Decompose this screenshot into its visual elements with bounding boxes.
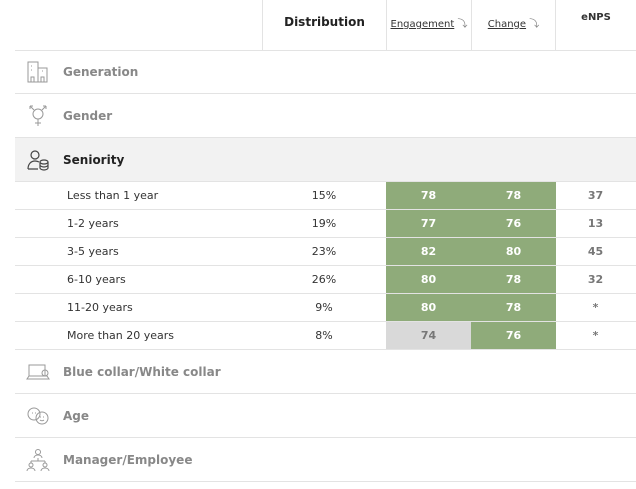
category-row-seniority[interactable]: Seniority: [15, 138, 636, 182]
change-cell: 78: [471, 294, 556, 321]
faces-icon: [25, 403, 51, 429]
distribution-cell: 15%: [311, 189, 337, 202]
row-label: Less than 1 year: [67, 189, 159, 202]
enps-cell: 13: [587, 217, 604, 230]
table-row: More than 20 years 8% 74 76 *: [15, 322, 636, 350]
enps-cell: 45: [587, 245, 604, 258]
sort-down-arrow-icon: ⤵: [457, 19, 468, 30]
category-row-age[interactable]: Age: [15, 394, 636, 438]
table-row: 1-2 years 19% 77 76 13: [15, 210, 636, 238]
row-label: 1-2 years: [67, 217, 119, 230]
engagement-cell: 77: [386, 210, 471, 237]
engagement-cell: 78: [386, 182, 471, 209]
engagement-cell: 74: [386, 322, 471, 349]
engagement-cell: 80: [386, 266, 471, 293]
table-row: 6-10 years 26% 80 78 32: [15, 266, 636, 294]
category-row-blue-collar-white-collar[interactable]: Blue collar/White collar: [15, 350, 636, 394]
table-row: 11-20 years 9% 80 78 *: [15, 294, 636, 322]
enps-header-label: eNPS: [581, 12, 611, 23]
category-row-manager-employee[interactable]: Manager/Employee: [15, 438, 636, 482]
distribution-cell: 23%: [311, 245, 337, 258]
org-chart-icon: [25, 447, 51, 473]
laptop-icon: [25, 359, 51, 385]
category-label: Age: [63, 408, 90, 423]
engagement-sort-button[interactable]: Engagement ⤵: [386, 0, 471, 50]
sort-down-arrow-icon: ⤵: [529, 19, 540, 30]
engagement-header-label: Engagement: [390, 19, 455, 30]
engagement-cell: 82: [386, 238, 471, 265]
change-sort-button[interactable]: Change ⤵: [471, 0, 555, 50]
row-label: More than 20 years: [67, 329, 175, 342]
person-coins-icon: [25, 147, 51, 173]
change-cell: 78: [471, 266, 556, 293]
category-label: Gender: [63, 108, 113, 123]
change-cell: 78: [471, 182, 556, 209]
table-row: Less than 1 year 15% 78 78 37: [15, 182, 636, 210]
gender-icon: [25, 103, 51, 129]
category-row-gender[interactable]: Gender: [15, 94, 636, 138]
enps-cell: 32: [587, 273, 604, 286]
distribution-cell: 19%: [311, 217, 337, 230]
enps-cell: 37: [587, 189, 604, 202]
distribution-header-label: Distribution: [284, 15, 365, 29]
distribution-header: Distribution: [262, 0, 386, 50]
row-label: 11-20 years: [67, 301, 133, 314]
change-cell: 76: [471, 210, 556, 237]
table-row: 3-5 years 23% 82 80 45: [15, 238, 636, 266]
table-header: Distribution Engagement ⤵ Change ⤵ eNPS: [15, 0, 636, 51]
category-label: Seniority: [63, 152, 125, 167]
change-cell: 76: [471, 322, 556, 349]
enps-cell: *: [592, 329, 599, 342]
row-label: 3-5 years: [67, 245, 119, 258]
category-label: Generation: [63, 64, 139, 79]
enps-header: eNPS: [555, 0, 636, 50]
buildings-icon: [25, 59, 51, 85]
category-label: Manager/Employee: [63, 452, 193, 467]
distribution-cell: 9%: [315, 301, 333, 314]
category-label: Blue collar/White collar: [63, 364, 221, 379]
distribution-cell: 26%: [311, 273, 337, 286]
change-header-label: Change: [487, 19, 527, 30]
enps-cell: *: [592, 301, 599, 314]
row-label: 6-10 years: [67, 273, 126, 286]
change-cell: 80: [471, 238, 556, 265]
distribution-cell: 8%: [315, 329, 333, 342]
category-row-generation[interactable]: Generation: [15, 50, 636, 94]
engagement-cell: 80: [386, 294, 471, 321]
